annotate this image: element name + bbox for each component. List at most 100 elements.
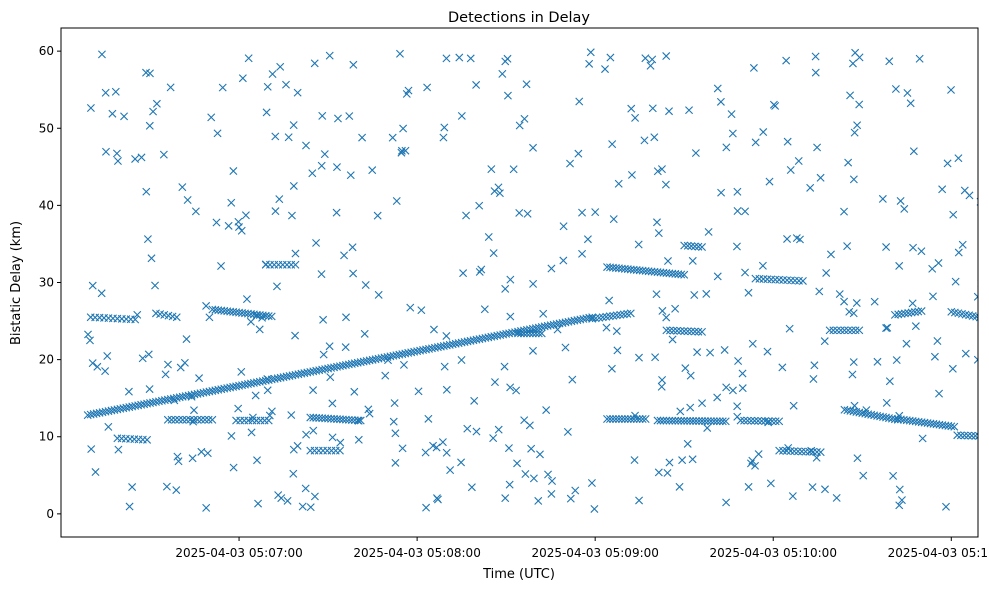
detection-point [254,499,263,508]
detection-point [213,129,222,138]
detection-point [700,417,709,426]
detection-point [816,448,825,457]
detection-point [433,495,442,504]
detection-point [662,326,671,335]
detection-point [658,375,667,384]
detection-point [657,382,666,391]
detection-point [843,242,852,251]
detection-point [816,173,825,182]
detection-point [325,51,334,60]
detection-point [440,123,449,132]
detection-point [680,416,689,425]
detection-point [200,415,209,424]
x-tick-label: 2025-04-03 05:09:00 [531,546,658,560]
detection-point [775,446,784,455]
detection-point [718,417,727,426]
x-axis: 2025-04-03 05:07:00 2025-04-03 05:08:00 20… [175,537,989,560]
detection-point [227,198,236,207]
detection-point [972,312,978,321]
detection-point [623,415,632,423]
detection-point [455,53,464,62]
detection-point [145,385,154,394]
detection-point [585,59,594,68]
detection-point [539,309,548,318]
detection-point [882,243,891,252]
y-tick-label: 40 [39,198,54,212]
detection-point [459,269,468,278]
detection-point [267,407,276,416]
detection-point [885,377,894,386]
detection-point [544,470,553,479]
detection-point [734,357,743,366]
detection-point [641,54,650,63]
detection-point [686,403,695,412]
detection-point [650,133,659,142]
detection-point [928,264,937,273]
detection-point [566,494,575,503]
detection-point [961,349,970,358]
detection-point [738,369,747,378]
detection-point [501,57,510,66]
detection-point [88,281,97,290]
detection-point [765,177,774,186]
detection-point [951,277,960,286]
detection-point [859,471,868,480]
detection-point [515,121,524,130]
detection-point [909,147,918,156]
detection-point [815,287,824,296]
detection-point [242,295,251,304]
detection-point [191,207,200,216]
detection-point [114,445,123,454]
detection-point [506,275,515,284]
detection-point [559,256,568,265]
detection-point [97,289,106,298]
detection-point [653,167,662,176]
detection-point [947,422,956,431]
detection-point [907,308,916,317]
detection-point [790,447,799,456]
detection-point [457,111,466,120]
detection-point [500,362,509,371]
detection-point [398,444,407,453]
detection-point [101,367,110,376]
detection-point [914,307,923,316]
detection-point [574,149,583,158]
detection-point [694,242,703,251]
detection-point [104,422,113,431]
detection-point [663,468,672,477]
detection-point [163,415,172,424]
detection-point [712,417,721,426]
detection-point [505,480,514,489]
detection-point [631,113,640,122]
detection-point [525,421,534,430]
detection-point [956,431,965,440]
detection-point [602,312,611,321]
detection-point [608,140,617,149]
detection-point [728,386,737,395]
detection-point [133,310,142,319]
detection-point [439,133,448,142]
detection-point [895,261,904,270]
detection-point [152,99,161,108]
detection-point [674,416,683,425]
detection-point [529,474,538,483]
detection-point [361,281,370,289]
detection-point [247,428,256,437]
detection-point [833,326,842,335]
detection-point [548,477,557,485]
detection-point [635,496,644,505]
detection-point [680,327,689,336]
detection-point [333,114,342,123]
detection-point [822,268,831,277]
detection-point [605,296,614,305]
detection-point [190,406,198,415]
detection-point [728,129,737,138]
detection-point [145,121,154,130]
detection-point [399,124,408,133]
detection-point [852,299,861,308]
detection-point [882,398,891,407]
detection-point [612,327,621,336]
detection-point [698,417,706,426]
detection-point [847,326,856,335]
detection-point [798,276,807,285]
